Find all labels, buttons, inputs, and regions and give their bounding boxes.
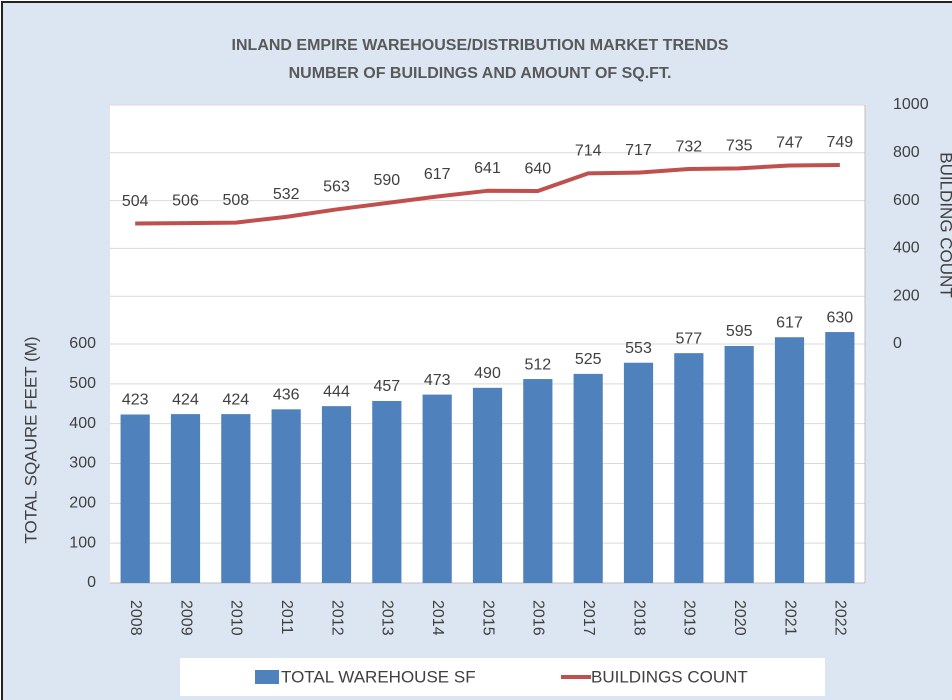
x-tick-label: 2019 [681,600,698,636]
bar [724,345,754,583]
data-label: 457 [373,378,400,395]
x-tick-label: 2009 [177,600,194,636]
y2-tick-label: 1000 [893,96,929,113]
y-axis-label: TOTAL SQAURE FEET (M) [21,336,40,543]
bar [321,406,352,583]
data-label: 747 [776,135,803,152]
y2-tick-label: 800 [893,144,920,161]
data-label: 508 [222,192,249,209]
x-tick-label: 2016 [530,600,547,636]
data-label: 732 [675,138,702,155]
chart-subtitle: NUMBER OF BUILDINGS AND AMOUNT OF SQ.FT. [289,65,672,82]
y-tick-label: 0 [87,574,96,591]
legend-swatch [255,670,279,684]
data-label: 525 [575,351,602,368]
bar [422,394,452,583]
bar [221,414,251,583]
x-tick-label: 2013 [379,600,396,636]
y2-axis-label: BUILDING COUNT [937,152,952,297]
x-tick-label: 2012 [328,600,345,636]
y2-tick-label: 200 [893,287,920,304]
x-tick-label: 2021 [781,600,798,636]
data-label: 423 [122,392,149,409]
data-label: 640 [524,160,551,177]
x-tick-label: 2014 [429,600,446,636]
data-label: 590 [373,172,400,189]
data-label: 717 [625,142,652,159]
bar [674,353,704,583]
data-label: 506 [172,192,199,209]
bar [573,373,603,583]
data-label: 714 [575,143,602,160]
data-label: 563 [323,179,350,196]
bar [120,414,150,583]
y-tick-label: 300 [69,455,96,472]
y-tick-label: 400 [69,415,96,432]
data-label: 532 [273,186,300,203]
data-label: 630 [826,309,853,326]
bar [623,362,654,583]
y-tick-label: 600 [69,335,96,352]
y2-tick-label: 400 [893,240,920,257]
data-label: 595 [726,323,753,340]
chart-title: INLAND EMPIRE WAREHOUSE/DISTRIBUTION MAR… [232,37,729,54]
x-tick-label: 2022 [832,600,849,636]
y2-tick-label: 600 [893,192,920,209]
bar [825,332,855,583]
data-label: 444 [323,383,350,400]
x-tick-label: 2010 [228,600,245,636]
y2-tick-label: 0 [893,335,902,352]
x-tick-label: 2008 [127,600,144,636]
bar [774,337,805,583]
x-tick-label: 2015 [479,600,496,636]
data-label: 749 [826,134,853,151]
bar [372,400,402,583]
x-tick-label: 2018 [630,600,647,636]
x-tick-label: 2017 [580,600,597,636]
legend-label: TOTAL WAREHOUSE SF [281,667,476,686]
data-label: 512 [524,356,551,373]
y-tick-label: 200 [69,495,96,512]
data-label: 553 [625,340,652,357]
data-label: 473 [424,372,451,389]
y-tick-label: 500 [69,375,96,392]
bar [271,409,301,583]
legend-label: BUILDINGS COUNT [591,667,748,686]
line [135,162,840,226]
data-label: 424 [222,391,249,408]
data-label: 504 [122,193,149,210]
data-label: 735 [726,138,753,155]
x-tick-label: 2020 [731,600,748,636]
data-label: 490 [474,365,501,382]
data-label: 617 [424,166,451,183]
x-tick-label: 2011 [278,600,295,635]
data-label: 436 [273,387,300,404]
y-tick-label: 100 [69,534,96,551]
bar [472,387,503,583]
data-label: 577 [675,330,702,347]
data-label: 424 [172,391,199,408]
data-label: 641 [474,160,501,177]
legend [180,658,825,696]
bar [523,379,553,583]
data-label: 617 [776,314,803,331]
bar [170,414,201,583]
